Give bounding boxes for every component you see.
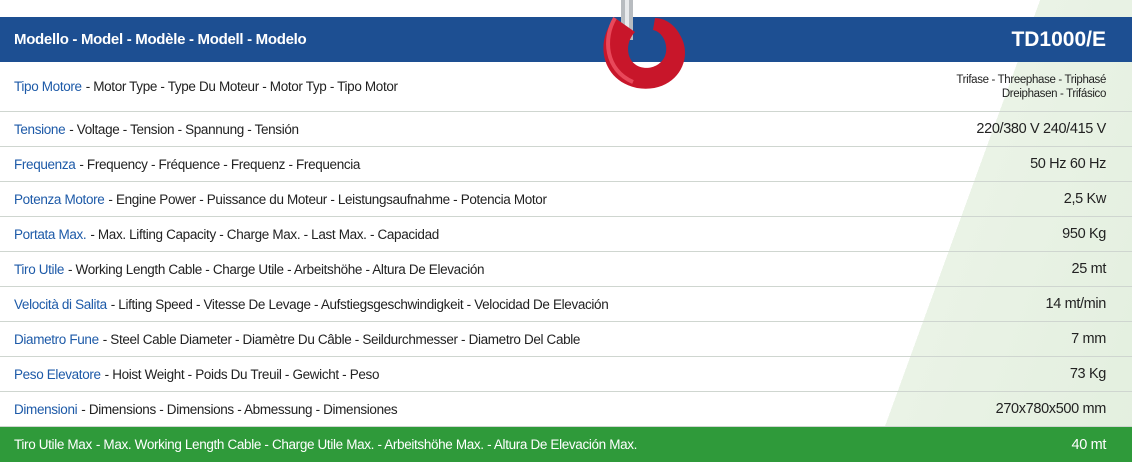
spec-value: 14 mt/min (1045, 296, 1106, 312)
spec-name: Portata Max. (14, 226, 87, 242)
value-line: Dreiphasen - Trifásico (1001, 87, 1107, 100)
spec-name: Tiro Utile Max (14, 437, 92, 452)
value-line: 73 Kg (1069, 366, 1107, 382)
spec-translations: - Dimensions - Dimensions - Abmessung - … (81, 401, 398, 417)
spec-name: Tensione (14, 121, 66, 137)
spec-translations: - Lifting Speed - Vitesse De Levage - Au… (110, 296, 609, 312)
spec-value: 2,5 Kw (1063, 191, 1107, 207)
spec-value: 50 Hz 60 Hz (1030, 156, 1106, 172)
spec-value: 40 mt (1071, 437, 1106, 453)
spec-row: Diametro Fune - Steel Cable Diameter - Di… (0, 322, 1132, 357)
spec-name: Velocità di Salita (14, 296, 107, 312)
spec-translations: - Motor Type - Type Du Moteur - Motor Ty… (85, 79, 398, 94)
spec-label: Frequenza - Frequency - Fréquence - Frequ… (14, 157, 360, 172)
value-line: 7 mm (1071, 331, 1106, 347)
spec-value: 220/380 V 240/415 V (976, 121, 1106, 137)
header: Modello - Model - Modèle - Modell - Mode… (0, 17, 1132, 62)
hook-icon (603, 0, 686, 89)
spec-value: Trifase - Threephase - Triphasé Dreiphase… (956, 73, 1106, 101)
spec-translations: - Max. Lifting Capacity - Charge Max. - … (90, 226, 439, 242)
value-line: 950 Kg (1062, 226, 1106, 242)
value-line: 25 mt (1071, 261, 1106, 277)
value-line: 220/380 V 240/415 V (976, 121, 1106, 137)
spec-label: Portata Max. - Max. Lifting Capacity - Ch… (14, 227, 439, 242)
spec-label: Peso Elevatore - Hoist Weight - Poids Du … (14, 367, 379, 382)
spec-row: Portata Max. - Max. Lifting Capacity - Ch… (0, 217, 1132, 252)
spec-name: Potenza Motore (14, 191, 105, 207)
spec-translations: - Max. Working Length Cable - Charge Uti… (95, 437, 638, 452)
value-line: 270x780x500 mm (995, 401, 1107, 417)
spec-label: Potenza Motore - Engine Power - Puissance… (14, 192, 547, 207)
spec-value: 7 mm (1071, 331, 1106, 347)
spec-value: 25 mt (1071, 261, 1106, 277)
spec-translations: - Engine Power - Puissance du Moteur - L… (108, 191, 547, 207)
spec-translations: - Working Length Cable - Charge Utile - … (68, 261, 485, 277)
spec-row: Tensione - Voltage - Tension - Spannung -… (0, 112, 1132, 147)
spec-row: Velocità di Salita - Lifting Speed - Vite… (0, 287, 1132, 322)
spec-label: Tiro Utile - Working Length Cable - Charg… (14, 261, 485, 277)
model-name: TD1000/E (1011, 27, 1106, 51)
value-line: 14 mt/min (1045, 296, 1106, 312)
spec-row: Tipo Motore - Motor Type - Type Du Moteur… (0, 62, 1132, 112)
spec-label: Tensione - Voltage - Tension - Spannung -… (14, 122, 299, 137)
spec-value: 270x780x500 mm (995, 401, 1107, 417)
spec-translations: - Steel Cable Diameter - Diamètre Du Câb… (102, 331, 581, 347)
value-line: 50 Hz 60 Hz (1030, 156, 1106, 172)
spec-label: Velocità di Salita - Lifting Speed - Vite… (14, 296, 609, 312)
spec-value: 73 Kg (1069, 366, 1107, 382)
spec-row: Peso Elevatore - Hoist Weight - Poids Du … (0, 357, 1132, 392)
spec-row: Tiro Utile - Working Length Cable - Charg… (0, 252, 1132, 287)
spec-translations: - Hoist Weight - Poids Du Treuil - Gewic… (104, 366, 380, 382)
value-line: Trifase - Threephase - Triphasé (956, 73, 1106, 86)
value-line: 2,5 Kw (1063, 191, 1107, 207)
spec-label: Tiro Utile Max - Max. Working Length Cabl… (14, 437, 637, 452)
spec-name: Dimensioni (14, 401, 78, 417)
spec-translations: - Voltage - Tension - Spannung - Tensión (69, 121, 299, 137)
spec-name: Peso Elevatore (14, 366, 101, 382)
spec-name: Tiro Utile (14, 261, 65, 277)
spec-name: Tipo Motore (14, 79, 82, 94)
spec-label: Tipo Motore - Motor Type - Type Du Moteur… (14, 79, 398, 94)
spec-value: 950 Kg (1062, 226, 1106, 242)
spec-name: Frequenza (14, 156, 76, 172)
spec-row: Dimensioni - Dimensions - Dimensions - Ab… (0, 392, 1132, 427)
spec-name: Diametro Fune (14, 331, 99, 347)
spec-table: Tipo Motore - Motor Type - Type Du Moteur… (0, 62, 1132, 462)
spec-translations: - Frequency - Fréquence - Frequenz - Fre… (79, 156, 361, 172)
header-label: Modello - Model - Modèle - Modell - Mode… (14, 31, 307, 48)
spec-label: Diametro Fune - Steel Cable Diameter - Di… (14, 332, 580, 347)
value-line: 40 mt (1071, 436, 1106, 453)
spec-row: Frequenza - Frequency - Fréquence - Frequ… (0, 147, 1132, 182)
spec-row: Potenza Motore - Engine Power - Puissance… (0, 182, 1132, 217)
spec-label: Dimensioni - Dimensions - Dimensions - Ab… (14, 401, 398, 417)
spec-row: Tiro Utile Max - Max. Working Length Cabl… (0, 427, 1132, 462)
